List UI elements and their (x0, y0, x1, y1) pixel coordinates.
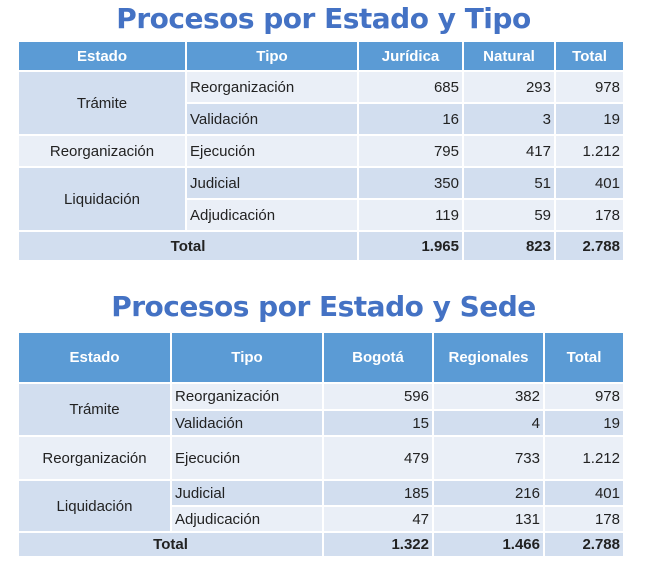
total-row: Total 1.322 1.466 2.788 (17, 531, 625, 558)
total-value: 2.788 (543, 531, 625, 558)
value-cell: 401 (554, 166, 625, 200)
estado-cell: Trámite (17, 382, 172, 437)
estado-cell: Trámite (17, 70, 187, 136)
table2-title: Procesos por Estado y Sede (111, 290, 536, 323)
table-row: Adjudicación 47 131 178 (18, 505, 625, 533)
estado-cell: Liquidación (17, 166, 187, 232)
header-row: Estado Tipo Jurídica Natural Total (17, 40, 625, 72)
value-cell: 19 (554, 102, 625, 136)
value-cell: 685 (357, 70, 464, 104)
value-cell: 1.212 (543, 435, 625, 481)
estado-cell: Liquidación (17, 479, 172, 533)
column-header: Tipo (185, 40, 359, 72)
value-cell: 15 (322, 409, 434, 437)
estado-sede-table: Estado Tipo Bogotá Regionales Total Trámite Re… (17, 331, 625, 558)
table-row: Adjudicación 119 59 178 (18, 198, 625, 232)
estado-cell: Reorganización (17, 435, 172, 481)
value-cell: 795 (357, 134, 464, 168)
table-row: Reorganización Ejecución 479 733 1.212 (17, 435, 625, 481)
estado-cell: Reorganización (17, 134, 187, 168)
value-cell: 178 (543, 505, 625, 533)
tipo-cell: Reorganización (185, 70, 359, 104)
value-cell: 51 (462, 166, 556, 200)
table-row: Validación 16 3 19 (18, 102, 625, 136)
value-cell: 382 (432, 382, 545, 411)
column-header: Total (543, 331, 625, 384)
value-cell: 59 (462, 198, 556, 232)
value-cell: 479 (322, 435, 434, 481)
column-header: Jurídica (357, 40, 464, 72)
tipo-cell: Judicial (185, 166, 359, 200)
value-cell: 178 (554, 198, 625, 232)
tipo-cell: Adjudicación (170, 505, 324, 533)
total-label: Total (17, 230, 359, 262)
value-cell: 417 (462, 134, 556, 168)
column-header: Natural (462, 40, 556, 72)
tipo-cell: Validación (185, 102, 359, 136)
value-cell: 16 (357, 102, 464, 136)
total-row: Total 1.965 823 2.788 (17, 230, 625, 262)
tipo-cell: Judicial (170, 479, 324, 507)
table-row: Trámite Reorganización 596 382 978 (17, 382, 625, 437)
total-label: Total (17, 531, 324, 558)
total-value: 2.788 (554, 230, 625, 262)
value-cell: 293 (462, 70, 556, 104)
table1-title: Procesos por Estado y Tipo (116, 2, 531, 35)
estado-tipo-table: Estado Tipo Jurídica Natural Total Trámite Reo… (17, 40, 625, 262)
table-row: Trámite Reorganización 685 293 978 (17, 70, 625, 136)
value-cell: 401 (543, 479, 625, 507)
value-cell: 978 (554, 70, 625, 104)
table-row: Reorganización Ejecución 795 417 1.212 (17, 134, 625, 168)
tipo-cell: Ejecución (185, 134, 359, 168)
value-cell: 1.212 (554, 134, 625, 168)
total-value: 1.466 (432, 531, 545, 558)
column-header: Regionales (432, 331, 545, 384)
column-header: Estado (17, 40, 187, 72)
value-cell: 47 (322, 505, 434, 533)
column-header: Total (554, 40, 625, 72)
table-row: Validación 15 4 19 (18, 409, 625, 437)
table-row: Liquidación Judicial 185 216 401 (17, 479, 625, 533)
column-header: Tipo (170, 331, 324, 384)
tipo-cell: Validación (170, 409, 324, 437)
total-value: 1.965 (357, 230, 464, 262)
value-cell: 4 (432, 409, 545, 437)
value-cell: 19 (543, 409, 625, 437)
value-cell: 733 (432, 435, 545, 481)
tipo-cell: Reorganización (170, 382, 324, 411)
tipo-cell: Ejecución (170, 435, 324, 481)
value-cell: 596 (322, 382, 434, 411)
value-cell: 978 (543, 382, 625, 411)
tipo-cell: Adjudicación (185, 198, 359, 232)
table-row: Liquidación Judicial 350 51 401 (17, 166, 625, 232)
total-value: 823 (462, 230, 556, 262)
total-value: 1.322 (322, 531, 434, 558)
header-row: Estado Tipo Bogotá Regionales Total (17, 331, 625, 384)
value-cell: 3 (462, 102, 556, 136)
value-cell: 350 (357, 166, 464, 200)
value-cell: 216 (432, 479, 545, 507)
value-cell: 119 (357, 198, 464, 232)
value-cell: 185 (322, 479, 434, 507)
column-header: Bogotá (322, 331, 434, 384)
value-cell: 131 (432, 505, 545, 533)
column-header: Estado (17, 331, 172, 384)
